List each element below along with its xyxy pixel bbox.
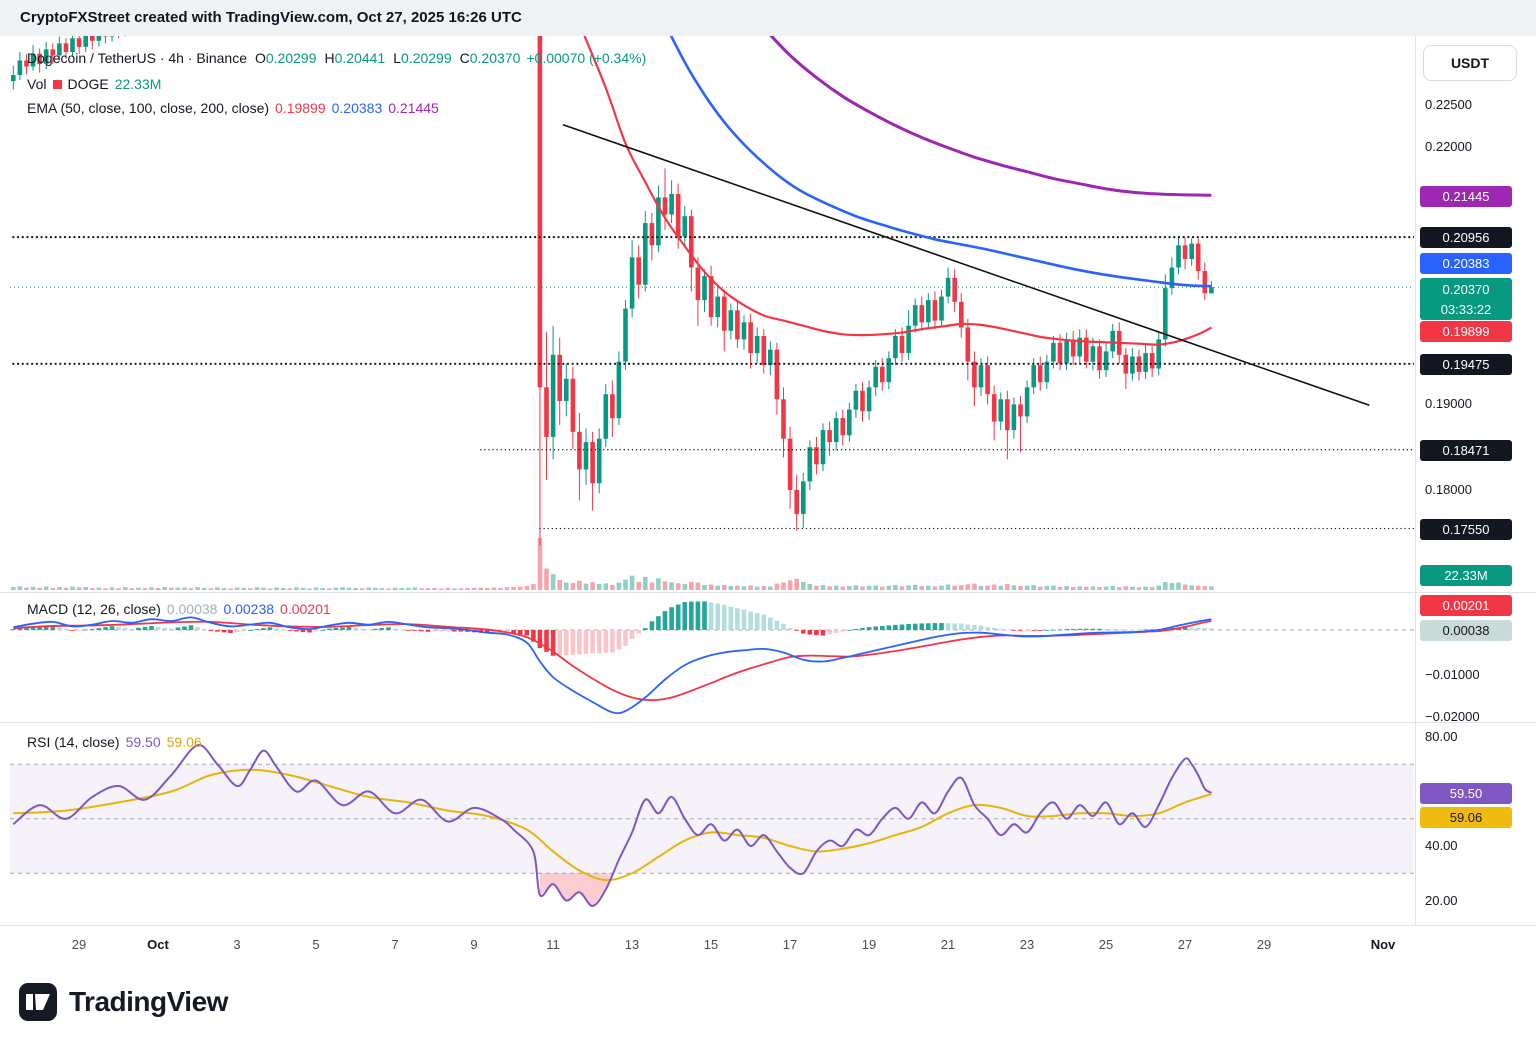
axis-tick-label: 40.00 [1425,838,1458,853]
volume-label[interactable]: Vol [27,76,47,92]
tradingview-wordmark: TradingView [69,986,228,1017]
rsi-label[interactable]: RSI (14, close) [27,734,120,750]
open-value: 0.20299 [265,50,317,66]
rsi-oversold-fill [539,873,613,906]
axis-tick-label: 0.18000 [1425,482,1472,497]
axis-tick-label: 0.22500 [1425,97,1472,112]
time-tick-label: 9 [470,937,478,952]
axis-price-badge: 0.20956 [1420,226,1512,248]
ema-label[interactable]: EMA (50, close, 100, close, 200, close) [27,100,270,116]
macd-line-value: 0.00238 [223,601,275,617]
close-label: C [459,50,470,66]
time-tick-label: 13 [624,937,640,952]
axis-tick-label: −0.02000 [1425,709,1480,724]
change-value: +0.00070 (+0.34%) [526,50,647,66]
macd-pane [10,601,1414,715]
ema-legend: EMA (50, close, 100, close, 200, close) 0… [27,100,439,116]
attribution-header: CryptoFXStreet created with TradingView.… [0,0,1536,36]
time-tick-label: 19 [861,937,877,952]
axis-price-badge: 0.00038 [1420,619,1512,641]
high-label: H [324,50,335,66]
axis-price-badge: 0.21445 [1420,185,1512,207]
currency-toggle-button[interactable]: USDT [1423,45,1517,81]
time-tick-label: 11 [546,937,560,952]
ema50-line [583,36,1212,346]
volume-value: 22.33M [114,76,162,92]
ema50-value: 0.19899 [275,100,326,116]
macd-signal-value: 0.00201 [280,601,331,617]
price-axis[interactable]: USDT 0.22500 0.22000 0.19000 0.18000 −0.0100… [1415,36,1536,925]
axis-price-badge: 0.17550 [1420,518,1512,540]
time-tick-label: 29 [71,937,87,952]
axis-tick-label: 80.00 [1425,729,1458,744]
axis-price-badge: 0.20370 03:33:22 [1420,278,1512,320]
tradingview-logo-icon [19,983,57,1021]
ema100-value: 0.20383 [331,100,383,116]
axis-price-badge: 59.06 [1420,806,1512,828]
time-tick-label: 5 [312,937,320,952]
volume-color-icon [53,80,63,89]
axis-price-badge: 0.18471 [1420,439,1512,461]
descending-trendline [562,123,1370,407]
axis-tick-label: 0.19000 [1425,396,1472,411]
time-tick-label: Nov [1370,937,1396,952]
ema200-line [769,36,1212,197]
low-value: 0.20299 [401,50,452,66]
time-tick-label: 21 [940,937,956,952]
macd-hist-value: 0.00038 [166,601,218,617]
volume-legend: Vol DOGE 22.33M [27,76,161,92]
tradingview-logo[interactable]: TradingView [18,982,228,1022]
time-tick-label: 25 [1098,937,1114,952]
volume-layer [11,538,1214,590]
candles-layer [11,36,1214,546]
low-label: L [393,50,402,66]
axis-price-badge: 0.00201 [1420,594,1512,616]
axis-tick-label: 20.00 [1425,893,1458,908]
time-tick-label: 29 [1256,937,1272,952]
rsi-pane [10,744,1414,907]
close-value: 0.20370 [469,50,521,66]
axis-price-badge: 59.50 [1420,782,1512,804]
axis-price-badge: 22.33M [1420,564,1512,586]
axis-price-badge: 0.19899 [1420,320,1512,342]
macd-line [13,616,1212,715]
time-tick-label: 7 [391,937,399,952]
time-tick-label: 17 [782,937,798,952]
time-tick-label: 3 [233,937,241,952]
high-value: 0.20441 [334,50,386,66]
rsi-line [12,744,1212,907]
ema100-line [669,36,1212,288]
symbol-legend: Dogecoin / TetherUS · 4h · Binance O0.202… [27,50,646,66]
time-tick-label: 23 [1019,937,1035,952]
macd-label[interactable]: MACD (12, 26, close) [27,601,161,617]
time-tick-label: 27 [1177,937,1193,952]
rsi-legend: RSI (14, close) 59.50 59.06 [27,734,202,750]
time-axis[interactable]: 29 Oct 3 5 7 9 11 13 15 17 19 21 23 25 27 29 Nov [0,925,1536,963]
volume-symbol: DOGE [67,76,109,92]
axis-tick-label: −0.01000 [1425,667,1480,682]
axis-price-badge: 0.19475 [1420,353,1512,375]
rsi-ma-value: 59.06 [166,734,202,750]
rsi-ma-line [13,768,1212,882]
main-pane [10,36,1414,590]
open-label: O [254,50,266,66]
symbol-title[interactable]: Dogecoin / TetherUS · 4h · Binance [27,50,247,66]
rsi-value: 59.50 [125,734,161,750]
axis-price-badge: 0.20383 [1420,252,1512,274]
time-tick-label: 15 [703,937,719,952]
axis-tick-label: 0.22000 [1425,139,1472,154]
time-tick-label: Oct [147,937,169,952]
macd-legend: MACD (12, 26, close) 0.00038 0.00238 0.0020… [27,601,331,617]
ema200-value: 0.21445 [388,100,439,116]
